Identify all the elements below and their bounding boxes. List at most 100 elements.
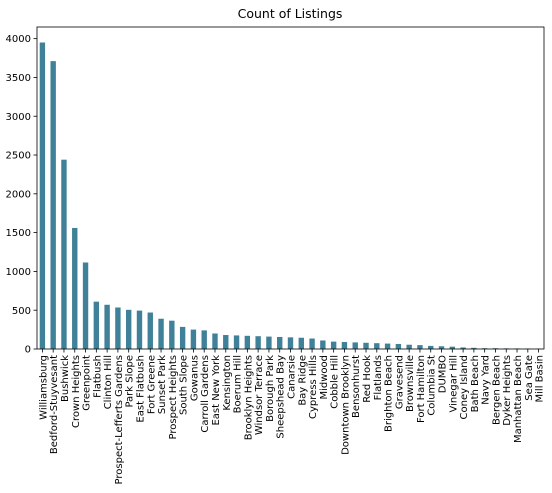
bar [341, 342, 348, 349]
bar [39, 42, 46, 350]
bar [428, 345, 434, 349]
x-tick-label: Brooklyn Heights [243, 355, 254, 440]
x-tick-label: Gravesend [394, 355, 405, 409]
bar [438, 346, 445, 349]
y-tick-label: 4000 [6, 34, 31, 45]
x-tick-label: Bergen Beach [491, 355, 502, 425]
y-tick-label: 2500 [6, 151, 31, 162]
bar [417, 345, 423, 349]
y-tick-label: 3000 [6, 112, 31, 123]
x-tick-label: Manhattan Beach [513, 355, 524, 443]
x-tick-label: Fort Greene [146, 355, 157, 414]
bar [201, 330, 207, 349]
x-tick-label: Sheepshead Bay [276, 355, 287, 439]
bar [374, 343, 380, 349]
x-tick-label: Canarsie [287, 355, 298, 399]
bar [158, 318, 164, 349]
y-tick-label: 2000 [6, 189, 31, 200]
bar [277, 336, 283, 349]
bar [244, 335, 251, 349]
y-tick-label: 1000 [6, 267, 31, 278]
bar [320, 340, 326, 349]
x-tick-label: Sunset Park [157, 355, 168, 414]
x-tick-label: Windsor Terrace [254, 355, 265, 435]
x-tick-label: Flatbush [92, 355, 103, 398]
x-tick-label: Kensington [222, 355, 233, 411]
x-tick-label: Mill Basin [535, 355, 546, 402]
x-tick-label: Park Slope [125, 355, 136, 408]
x-tick-label: Bushwick [60, 355, 71, 402]
x-tick-label: Navy Yard [481, 355, 492, 405]
bar [147, 312, 153, 349]
bar [93, 301, 100, 349]
y-axis: 0 500 1000 1500 2000 2500 3000 3500 4000 [6, 34, 37, 356]
x-tick-label: Williamsburg [38, 355, 49, 420]
x-tick-label: Carroll Gardens [200, 355, 211, 433]
bar [298, 337, 304, 349]
bars-group [39, 42, 542, 350]
x-tick-label: Fort Hamilton [416, 355, 427, 423]
x-tick-label: Midwood [319, 355, 330, 400]
x-axis: Williamsburg Bedford-Stuyvesant Bushwick Cr… [38, 349, 546, 484]
bar [72, 227, 78, 349]
bar [363, 342, 369, 349]
x-tick-label: Brighton Beach [384, 355, 395, 432]
bar [104, 304, 110, 349]
x-tick-label: Cypress Hills [308, 355, 319, 419]
bar [395, 343, 402, 349]
x-tick-label: Downtown Brooklyn [340, 355, 351, 455]
bar [212, 333, 218, 349]
x-tick-label: Crown Heights [71, 355, 82, 428]
x-tick-label: Gowanus [189, 355, 200, 401]
bar [50, 61, 56, 349]
bar [179, 326, 186, 349]
y-tick-label: 3500 [6, 73, 31, 84]
bar [233, 335, 240, 349]
x-tick-label: Dyker Heights [502, 355, 513, 426]
x-tick-label: Brownsville [405, 355, 416, 412]
x-tick-label: Greenpoint [82, 355, 93, 411]
bar [255, 336, 261, 349]
bar [449, 346, 455, 349]
bar [384, 343, 391, 349]
x-tick-label: Coney Island [459, 355, 470, 419]
bar [61, 159, 67, 349]
bar [82, 262, 89, 349]
chart-title: Count of Listings [238, 6, 343, 21]
bar [125, 309, 132, 349]
bar [287, 337, 294, 349]
x-tick-label: East Flatbush [135, 355, 146, 423]
y-tick-label: 1500 [6, 228, 31, 239]
x-tick-label: Columbia St [427, 355, 438, 416]
x-tick-label: Prospect-Lefferts Gardens [114, 355, 125, 484]
x-tick-label: Red Hook [362, 355, 373, 403]
x-tick-label: Vinegar Hill [448, 355, 459, 413]
x-tick-label: Cobble Hill [330, 355, 341, 409]
x-tick-label: South Slope [179, 355, 190, 415]
x-tick-label: Borough Park [265, 355, 276, 422]
bar [136, 310, 143, 349]
x-tick-label: Prospect Heights [168, 355, 179, 439]
bar [190, 329, 197, 349]
x-tick-label: Bay Ridge [297, 355, 308, 406]
bar [223, 335, 229, 349]
bar [169, 320, 175, 349]
x-tick-label: Bensonhurst [351, 355, 362, 418]
y-tick-label: 0 [25, 345, 31, 356]
bar [471, 347, 477, 349]
x-tick-label: Bedford-Stuyvesant [49, 355, 60, 454]
x-tick-label: Flatlands [373, 355, 384, 400]
x-tick-label: Boerum Hill [233, 355, 244, 413]
bar [115, 307, 121, 349]
bar [266, 336, 272, 349]
x-tick-label: Sea Gate [524, 355, 535, 401]
x-tick-label: East New York [211, 355, 222, 426]
bar [406, 344, 412, 349]
x-tick-label: Clinton Hill [103, 355, 114, 409]
bar [460, 347, 466, 349]
bar [330, 341, 337, 349]
x-tick-label: Bath Beach [470, 355, 481, 412]
bar [309, 338, 315, 349]
y-tick-label: 500 [12, 306, 31, 317]
